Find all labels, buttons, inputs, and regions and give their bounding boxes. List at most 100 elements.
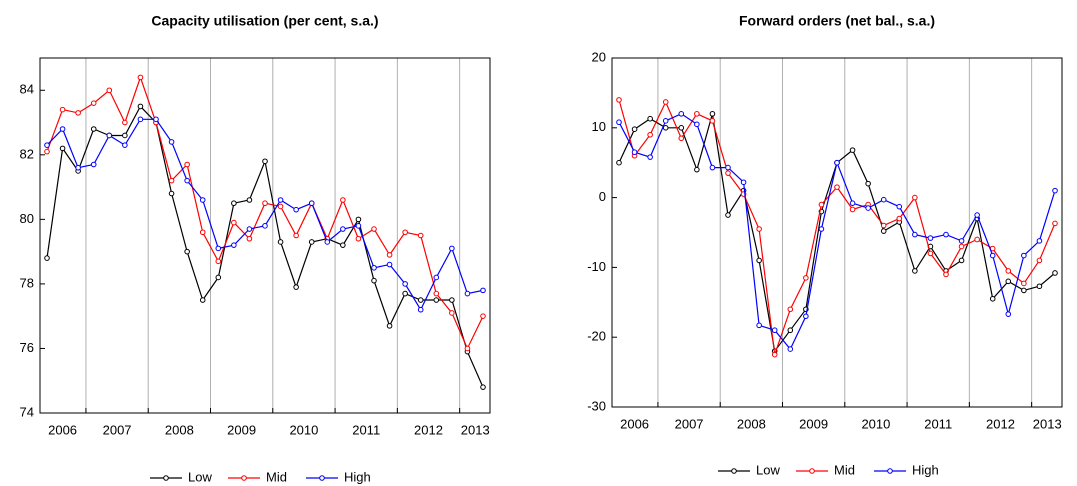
point bbox=[912, 194, 918, 201]
point bbox=[803, 275, 809, 281]
point bbox=[184, 248, 190, 255]
point bbox=[1052, 220, 1058, 227]
point bbox=[277, 203, 284, 210]
point bbox=[90, 161, 97, 168]
point bbox=[199, 197, 206, 203]
legend-swatch-point bbox=[163, 475, 169, 481]
point bbox=[433, 297, 440, 303]
point bbox=[75, 164, 81, 171]
point bbox=[246, 197, 253, 203]
point bbox=[402, 290, 408, 297]
point bbox=[386, 323, 393, 329]
point bbox=[246, 226, 253, 232]
x-tick-label: 2009 bbox=[227, 422, 256, 437]
legend-label: Mid bbox=[266, 469, 287, 484]
y-tick-label: 10 bbox=[592, 119, 606, 134]
y-tick-label: -30 bbox=[587, 398, 606, 413]
point bbox=[433, 290, 440, 297]
y-tick-label: -20 bbox=[587, 329, 606, 344]
x-tick-label: 2012 bbox=[986, 416, 1015, 431]
x-tick-label: 2007 bbox=[675, 416, 704, 431]
point bbox=[215, 258, 222, 265]
point bbox=[433, 274, 440, 281]
point bbox=[694, 111, 700, 117]
x-tick-label: 2006 bbox=[620, 416, 649, 431]
legend-swatch-point bbox=[731, 468, 737, 474]
point bbox=[631, 149, 638, 156]
series-line bbox=[618, 99, 1056, 355]
y-tick-label: -10 bbox=[587, 259, 606, 274]
point bbox=[90, 100, 97, 106]
point bbox=[277, 239, 284, 245]
chart-title: Forward orders (net bal., s.a.) bbox=[739, 13, 935, 29]
point bbox=[75, 110, 81, 116]
point bbox=[896, 215, 903, 222]
point bbox=[449, 297, 455, 303]
point bbox=[340, 242, 346, 248]
point bbox=[756, 226, 762, 232]
point bbox=[678, 125, 685, 131]
point bbox=[927, 250, 934, 257]
series-line bbox=[618, 113, 1056, 353]
point bbox=[215, 245, 222, 252]
legend-label: Low bbox=[756, 462, 780, 477]
point bbox=[122, 132, 128, 139]
point bbox=[355, 235, 362, 242]
point bbox=[616, 97, 622, 103]
point bbox=[1005, 311, 1012, 317]
point bbox=[849, 147, 856, 153]
x-tick-label: 2011 bbox=[352, 422, 380, 437]
point bbox=[386, 261, 393, 268]
point bbox=[308, 200, 315, 207]
point bbox=[231, 200, 237, 207]
point bbox=[865, 205, 871, 211]
legend-label: High bbox=[344, 469, 371, 484]
point bbox=[106, 132, 113, 139]
point bbox=[647, 115, 653, 122]
point bbox=[787, 306, 794, 313]
point bbox=[480, 384, 486, 390]
point bbox=[168, 139, 175, 145]
legend-label: Low bbox=[188, 469, 212, 484]
point bbox=[880, 222, 887, 229]
point bbox=[137, 103, 144, 110]
point bbox=[787, 346, 794, 352]
series-line bbox=[46, 105, 484, 388]
point bbox=[678, 135, 685, 142]
point bbox=[277, 197, 284, 203]
point bbox=[849, 206, 856, 213]
point bbox=[1021, 280, 1027, 287]
point bbox=[480, 313, 486, 319]
point bbox=[231, 219, 237, 226]
point bbox=[1021, 287, 1027, 294]
point bbox=[616, 119, 622, 126]
point bbox=[122, 119, 128, 126]
point bbox=[958, 257, 965, 264]
point bbox=[199, 297, 206, 303]
point bbox=[44, 142, 50, 148]
y-tick-label: 84 bbox=[20, 82, 34, 97]
point bbox=[59, 145, 66, 152]
point bbox=[168, 177, 175, 184]
point bbox=[417, 297, 424, 303]
point bbox=[989, 252, 996, 259]
point bbox=[1052, 270, 1058, 276]
y-tick-label: 82 bbox=[20, 146, 34, 161]
point bbox=[662, 118, 669, 124]
legend-swatch-point bbox=[241, 475, 247, 481]
point bbox=[246, 235, 253, 242]
point bbox=[803, 313, 809, 320]
legend-swatch-point bbox=[809, 468, 815, 474]
point bbox=[386, 252, 393, 258]
point bbox=[449, 310, 455, 316]
point bbox=[293, 284, 299, 290]
point bbox=[958, 238, 965, 244]
y-tick-label: 74 bbox=[20, 404, 34, 419]
point bbox=[308, 239, 315, 245]
point bbox=[787, 327, 794, 334]
point bbox=[647, 131, 653, 138]
x-tick-label: 2008 bbox=[165, 422, 194, 437]
point bbox=[402, 281, 408, 287]
legend-swatch-point bbox=[887, 468, 893, 474]
point bbox=[184, 161, 190, 168]
